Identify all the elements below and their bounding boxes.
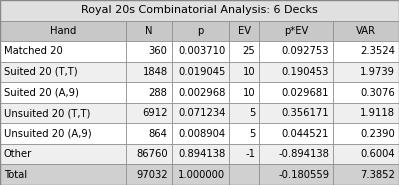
Text: 1.9118: 1.9118 [360,108,395,118]
Bar [0,144,126,164]
Bar [126,103,172,123]
Bar [172,62,229,82]
Text: 0.190453: 0.190453 [282,67,329,77]
Text: VAR: VAR [356,26,376,36]
Bar [259,144,333,164]
Text: 97032: 97032 [136,170,168,180]
Bar [259,103,333,123]
Bar [333,103,399,123]
Bar [229,21,259,41]
Bar [333,123,399,144]
Text: -0.180559: -0.180559 [278,170,329,180]
Text: 10: 10 [243,88,255,97]
Bar [126,41,172,62]
Bar [126,164,172,185]
Text: 864: 864 [149,129,168,139]
Text: Suited 20 (A,9): Suited 20 (A,9) [4,88,79,97]
Bar [126,62,172,82]
Text: -0.894138: -0.894138 [278,149,329,159]
Bar [172,144,229,164]
Text: 5: 5 [249,129,255,139]
Bar [333,164,399,185]
Bar [333,21,399,41]
Bar [172,41,229,62]
Bar [0,123,126,144]
Bar [259,41,333,62]
Bar [126,144,172,164]
Text: 10: 10 [243,67,255,77]
Bar [0,21,126,41]
Bar [333,41,399,62]
Bar [0,82,126,103]
Text: 0.092753: 0.092753 [282,46,329,56]
Bar [0,103,126,123]
Bar [259,82,333,103]
Bar [333,144,399,164]
Text: 0.2390: 0.2390 [360,129,395,139]
Text: p*EV: p*EV [284,26,308,36]
Bar [172,123,229,144]
Text: 0.003710: 0.003710 [178,46,225,56]
Text: 288: 288 [149,88,168,97]
Text: Total: Total [4,170,27,180]
Bar [333,82,399,103]
Bar [0,0,399,21]
Bar [259,21,333,41]
Text: 0.002968: 0.002968 [178,88,225,97]
Text: 360: 360 [149,46,168,56]
Text: 25: 25 [243,46,255,56]
Text: 1.000000: 1.000000 [178,170,225,180]
Bar [0,41,126,62]
Bar [126,21,172,41]
Bar [259,123,333,144]
Bar [172,21,229,41]
Text: 7.3852: 7.3852 [360,170,395,180]
Bar [172,82,229,103]
Text: 86760: 86760 [136,149,168,159]
Text: EV: EV [238,26,251,36]
Text: 0.029681: 0.029681 [282,88,329,97]
Text: N: N [145,26,152,36]
Text: 1848: 1848 [142,67,168,77]
Bar [259,62,333,82]
Text: Suited 20 (T,T): Suited 20 (T,T) [4,67,78,77]
Bar [229,164,259,185]
Text: Other: Other [4,149,32,159]
Text: 0.6004: 0.6004 [360,149,395,159]
Bar [0,62,126,82]
Text: 0.356171: 0.356171 [282,108,329,118]
Bar [172,164,229,185]
Bar [259,164,333,185]
Text: 0.071234: 0.071234 [178,108,225,118]
Bar [0,164,126,185]
Text: -1: -1 [245,149,255,159]
Text: 5: 5 [249,108,255,118]
Text: Matched 20: Matched 20 [4,46,63,56]
Text: 0.044521: 0.044521 [282,129,329,139]
Bar [172,103,229,123]
Text: Unsuited 20 (A,9): Unsuited 20 (A,9) [4,129,92,139]
Bar [229,103,259,123]
Bar [229,144,259,164]
Bar [333,62,399,82]
Text: p: p [198,26,203,36]
Text: 1.9739: 1.9739 [360,67,395,77]
Text: 0.008904: 0.008904 [178,129,225,139]
Bar [229,62,259,82]
Bar [229,82,259,103]
Bar [126,82,172,103]
Text: Royal 20s Combinatorial Analysis: 6 Decks: Royal 20s Combinatorial Analysis: 6 Deck… [81,5,318,15]
Bar [229,41,259,62]
Bar [229,123,259,144]
Text: 0.3076: 0.3076 [360,88,395,97]
Text: Unsuited 20 (T,T): Unsuited 20 (T,T) [4,108,90,118]
Text: Hand: Hand [49,26,76,36]
Text: 2.3524: 2.3524 [360,46,395,56]
Bar [126,123,172,144]
Text: 0.894138: 0.894138 [178,149,225,159]
Text: 0.019045: 0.019045 [178,67,225,77]
Text: 6912: 6912 [142,108,168,118]
